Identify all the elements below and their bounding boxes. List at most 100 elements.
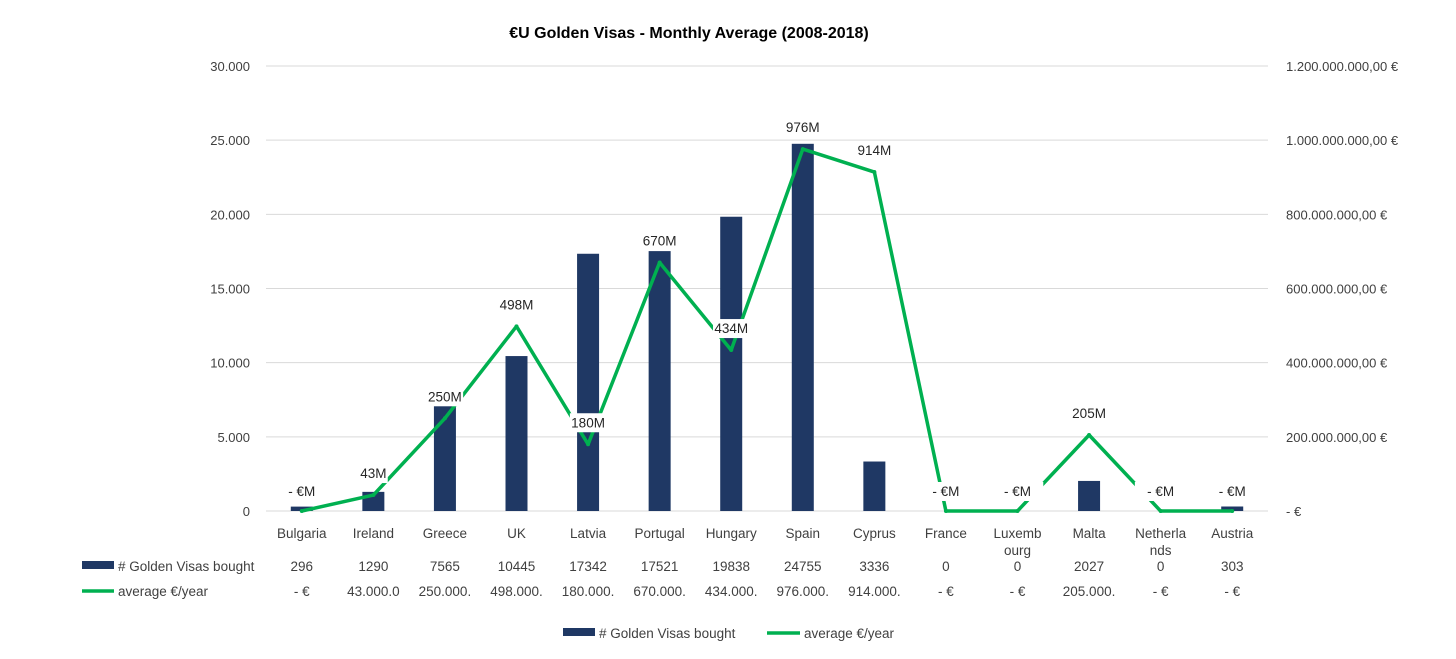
data-label-bg — [641, 231, 678, 251]
line-data-label: 670M — [643, 234, 677, 249]
data-label-bg — [498, 295, 535, 315]
bar-austria[interactable] — [1221, 506, 1244, 511]
category-label: Luxemb — [993, 526, 1041, 541]
left-axis-tick-label: 15.000 — [210, 282, 250, 297]
table-cell: 976.000. — [777, 584, 830, 599]
data-label-bg — [275, 482, 328, 501]
category-label: France — [925, 526, 967, 541]
table-cell: 24755 — [784, 559, 822, 574]
line-point-austria[interactable] — [1230, 509, 1235, 513]
line-point-latvia[interactable] — [586, 442, 591, 447]
line-point-bulgaria[interactable] — [299, 509, 304, 513]
legend-entry: average €/year — [804, 626, 895, 641]
left-axis-tick-label: 10.000 — [210, 356, 250, 371]
legend-entry: # Golden Visas bought — [599, 626, 736, 641]
right-axis-tick-label: 200.000.000,00 € — [1286, 430, 1388, 445]
line-data-label: 498M — [500, 297, 534, 312]
right-axis-tick-label: - € — [1286, 504, 1302, 519]
right-axis-tick-label: 600.000.000,00 € — [1286, 282, 1388, 297]
line-data-label: 250M — [428, 389, 462, 404]
table-cell: 498.000. — [490, 584, 543, 599]
category-label: Portugal — [634, 526, 684, 541]
data-label-bg — [1070, 403, 1108, 423]
data-label-bg — [1206, 482, 1259, 501]
line-point-malta[interactable] — [1087, 432, 1092, 437]
category-label: Bulgaria — [277, 526, 327, 541]
line-point-netherlands[interactable] — [1158, 509, 1163, 513]
left-axis-tick-label: 30.000 — [210, 59, 250, 74]
line-point-france[interactable] — [943, 509, 948, 513]
table-cell: 43.000.0 — [347, 584, 400, 599]
bar-latvia[interactable] — [577, 253, 600, 512]
data-label-bg — [1134, 482, 1187, 501]
bar-portugal[interactable] — [648, 251, 671, 511]
category-label: ourg — [1004, 543, 1031, 558]
table-cell: 296 — [291, 559, 314, 574]
category-label: Hungary — [706, 526, 757, 541]
table-cell: 303 — [1221, 559, 1244, 574]
right-axis-tick-label: 1.200.000.000,00 € — [1286, 59, 1399, 74]
line-point-luxembourg[interactable] — [1015, 509, 1020, 513]
table-cell: - € — [1224, 584, 1240, 599]
table-cell: - € — [1153, 584, 1169, 599]
category-label: Cyprus — [853, 526, 896, 541]
table-bar-legend-key — [82, 561, 114, 569]
data-label-bg — [991, 482, 1044, 501]
right-axis-tick-label: 1.000.000.000,00 € — [1286, 133, 1399, 148]
category-label: Austria — [1211, 526, 1254, 541]
line-data-label: 43M — [360, 466, 386, 481]
table-cell: 0 — [942, 559, 950, 574]
right-axis-tick-label: 800.000.000,00 € — [1286, 207, 1388, 222]
table-cell: - € — [1010, 584, 1026, 599]
category-label: Spain — [786, 526, 821, 541]
line-data-label: 976M — [786, 120, 820, 135]
line-point-cyprus[interactable] — [872, 170, 877, 175]
table-cell: 250.000. — [419, 584, 472, 599]
data-label-bg — [426, 387, 464, 407]
bar-hungary[interactable] — [720, 216, 743, 511]
category-label: Netherla — [1135, 526, 1187, 541]
table-cell: 0 — [1014, 559, 1022, 574]
bar-bulgaria[interactable] — [290, 506, 313, 511]
table-cell: 2027 — [1074, 559, 1104, 574]
line-data-label: 914M — [857, 143, 891, 158]
left-axis-tick-label: 25.000 — [210, 133, 250, 148]
line-data-label: - €M — [288, 484, 315, 499]
bar-greece[interactable] — [433, 398, 456, 511]
bar-uk[interactable] — [505, 356, 528, 511]
left-axis-tick-label: 0 — [243, 504, 250, 519]
line-point-uk[interactable] — [514, 324, 519, 329]
data-label-bg — [920, 482, 972, 501]
line-point-spain[interactable] — [800, 147, 805, 152]
left-axis-tick-label: 20.000 — [210, 207, 250, 222]
line-data-label: - €M — [1004, 484, 1031, 499]
category-label: Greece — [423, 526, 467, 541]
line-data-label: - €M — [1147, 484, 1174, 499]
table-row-label: # Golden Visas bought — [118, 559, 255, 574]
table-row-label: average €/year — [118, 584, 209, 599]
table-cell: 19838 — [712, 559, 750, 574]
table-cell: 3336 — [859, 559, 889, 574]
table-cell: 914.000. — [848, 584, 901, 599]
table-cell: 0 — [1157, 559, 1165, 574]
line-data-label: 205M — [1072, 406, 1106, 421]
data-label-bg — [358, 464, 388, 484]
bar-spain[interactable] — [791, 143, 814, 511]
bar-malta[interactable] — [1078, 480, 1101, 511]
line-data-label: - €M — [1219, 484, 1246, 499]
table-cell: 17342 — [569, 559, 607, 574]
line-point-greece[interactable] — [442, 416, 447, 421]
bar-cyprus[interactable] — [863, 461, 886, 511]
table-cell: - € — [294, 584, 310, 599]
data-label-bg — [856, 141, 893, 161]
line-data-label: 180M — [571, 415, 605, 430]
data-label-bg — [569, 413, 607, 433]
line-point-ireland[interactable] — [371, 493, 376, 498]
line-point-portugal[interactable] — [657, 260, 662, 265]
table-cell: 1290 — [358, 559, 388, 574]
line-point-hungary[interactable] — [729, 348, 734, 353]
category-label: Malta — [1073, 526, 1107, 541]
data-label-bg — [784, 118, 821, 138]
